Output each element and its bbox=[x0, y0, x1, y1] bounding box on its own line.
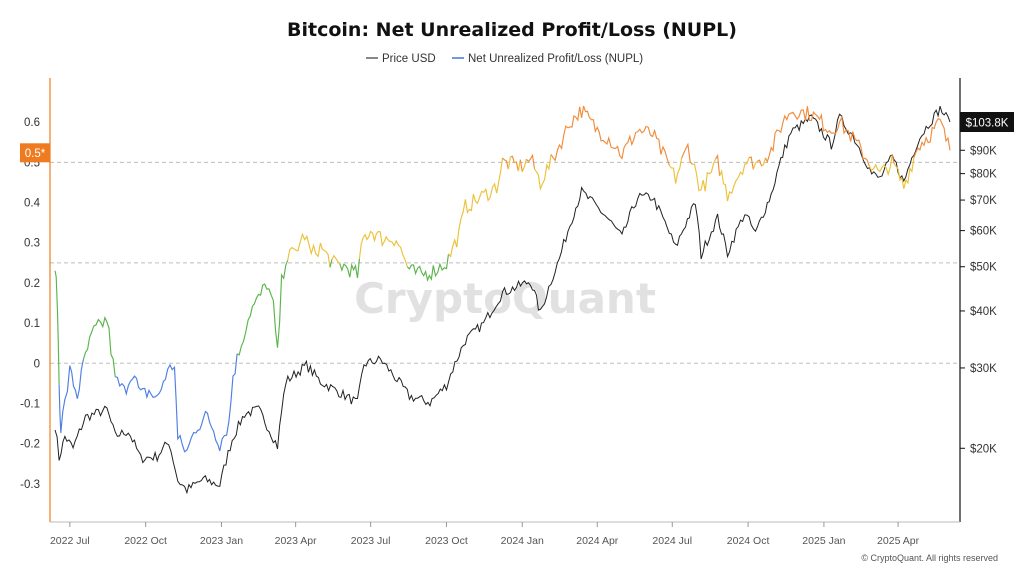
nupl-line-segment bbox=[115, 353, 238, 453]
x-tick-label: 2024 Apr bbox=[576, 535, 619, 547]
nupl-line-segment bbox=[287, 232, 331, 268]
price-current-badge-bg bbox=[960, 112, 1014, 132]
nupl-line-segment bbox=[692, 158, 717, 192]
nupl-line-segment bbox=[54, 270, 60, 385]
right-tick-label: $20K bbox=[970, 443, 997, 455]
left-tick-label: 0.3 bbox=[24, 238, 40, 250]
x-tick-label: 2024 Jan bbox=[501, 535, 544, 547]
left-tick-label: 0 bbox=[34, 358, 40, 370]
legend-label-nupl[interactable]: Net Unrealized Profit/Loss (NUPL) bbox=[468, 53, 643, 65]
x-tick-label: 2022 Jul bbox=[50, 535, 90, 547]
nupl-line-segment bbox=[719, 157, 750, 202]
nupl-line-segment bbox=[757, 159, 763, 167]
nupl-line-segment bbox=[893, 157, 915, 189]
right-axis-ticks: $90K $80K $70K $60K $50K $40K $30K $20K bbox=[960, 145, 997, 455]
left-axis-ticks: 0.60.50.40.30.20.10-0.1-0.2-0.3 bbox=[20, 117, 40, 491]
watermark: CryptoQuant bbox=[354, 274, 656, 323]
x-tick-label: 2023 Jan bbox=[200, 535, 243, 547]
left-tick-label: 0.1 bbox=[24, 318, 40, 330]
nupl-line-segment bbox=[236, 260, 289, 356]
right-tick-label: $60K bbox=[970, 226, 997, 238]
nupl-series bbox=[54, 105, 951, 453]
right-tick-label: $80K bbox=[970, 169, 997, 181]
nupl-line-segment bbox=[521, 159, 527, 173]
nupl-line-segment bbox=[339, 258, 360, 279]
nupl-line-segment bbox=[668, 157, 683, 184]
nupl-reference-badge: 0.5* bbox=[20, 143, 50, 163]
left-tick-label: 0.2 bbox=[24, 278, 40, 290]
price-current-badge: $103.8K bbox=[960, 112, 1014, 132]
x-tick-label: 2025 Apr bbox=[877, 535, 920, 547]
x-tick-label: 2023 Apr bbox=[275, 535, 318, 547]
nupl-line-segment bbox=[891, 154, 895, 164]
nupl-line-segment bbox=[406, 253, 450, 282]
left-tick-label: 0.4 bbox=[24, 198, 41, 210]
nupl-line-segment bbox=[748, 156, 754, 170]
nupl-reference-badge-bg bbox=[20, 143, 50, 163]
nupl-line-segment bbox=[329, 259, 333, 268]
x-tick-label: 2023 Oct bbox=[425, 535, 468, 547]
right-tick-label: $40K bbox=[970, 306, 997, 318]
left-tick-label: -0.1 bbox=[20, 398, 40, 410]
reference-lines bbox=[50, 161, 960, 364]
right-tick-label: $90K bbox=[970, 145, 997, 157]
nupl-line-segment bbox=[519, 159, 523, 172]
left-tick-label: -0.3 bbox=[20, 479, 40, 491]
left-tick-label: -0.2 bbox=[20, 439, 40, 451]
nupl-line-segment bbox=[358, 230, 408, 267]
x-tick-label: 2024 Jul bbox=[652, 535, 692, 547]
price-current-badge-label: $103.8K bbox=[966, 118, 1009, 130]
nupl-line-segment bbox=[550, 105, 670, 166]
legend[interactable]: Price USD Net Unrealized Profit/Loss (NU… bbox=[366, 53, 643, 65]
right-tick-label: $30K bbox=[970, 363, 997, 375]
nupl-line-segment bbox=[761, 157, 766, 167]
left-tick-label: 0.6 bbox=[24, 117, 40, 129]
right-tick-label: $70K bbox=[970, 195, 997, 207]
nupl-line-segment bbox=[752, 160, 758, 170]
x-tick-label: 2025 Jan bbox=[802, 535, 845, 547]
nupl-line-segment bbox=[82, 315, 116, 377]
nupl-line-segment bbox=[502, 157, 509, 170]
nupl-line-segment bbox=[510, 155, 515, 164]
nupl-line-segment bbox=[681, 142, 693, 165]
nupl-line-segment bbox=[331, 254, 341, 265]
nupl-line-segment bbox=[525, 153, 536, 169]
legend-label-price[interactable]: Price USD bbox=[382, 53, 436, 65]
price-line bbox=[54, 105, 951, 495]
x-tick-label: 2023 Jul bbox=[351, 535, 391, 547]
nupl-line-segment bbox=[715, 153, 721, 176]
nupl-line-segment bbox=[517, 159, 521, 172]
nupl-line-segment bbox=[868, 154, 893, 177]
right-tick-label: $50K bbox=[970, 262, 997, 274]
x-tick-label: 2024 Oct bbox=[727, 535, 770, 547]
nupl-line-segment bbox=[448, 157, 504, 258]
price-series bbox=[54, 105, 951, 495]
nupl-line-segment bbox=[58, 359, 84, 433]
nupl-line-segment bbox=[913, 118, 951, 158]
nupl-line-segment bbox=[534, 154, 552, 191]
copyright-notice: © CryptoQuant. All rights reserved bbox=[861, 553, 998, 563]
nupl-line-segment bbox=[764, 106, 870, 167]
x-axis-ticks: 2022 Jul 2022 Oct 2023 Jan 2023 Apr 2023 Jul… bbox=[50, 522, 920, 547]
nupl-line-segment bbox=[507, 156, 511, 170]
chart-title: Bitcoin: Net Unrealized Profit/Loss (NUP… bbox=[287, 19, 737, 41]
nupl-line-segment bbox=[515, 161, 519, 172]
x-tick-label: 2022 Oct bbox=[124, 535, 167, 547]
nupl-reference-badge-label: 0.5* bbox=[25, 148, 46, 160]
